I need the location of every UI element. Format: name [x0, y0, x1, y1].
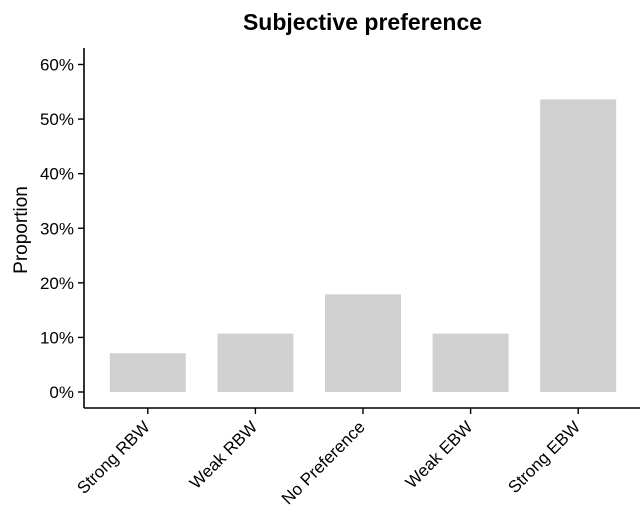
- x-axis-ticks: Strong RBW Weak RBW No Preference Weak EBW S…: [73, 408, 584, 508]
- y-tick-label: 20%: [40, 274, 74, 293]
- x-tick-label: Weak RBW: [186, 417, 261, 492]
- x-tick-label: Weak EBW: [402, 417, 477, 492]
- y-axis-label: Proportion: [11, 186, 32, 274]
- plot-area: [109, 99, 617, 392]
- y-tick-label: 40%: [40, 165, 74, 184]
- y-tick-label: 30%: [40, 219, 74, 238]
- x-tick-label: Strong EBW: [504, 417, 584, 497]
- bar-weak-ebw: [432, 333, 509, 392]
- y-tick-label: 50%: [40, 110, 74, 129]
- y-tick-label: 60%: [40, 56, 74, 75]
- y-axis-ticks: 0% 10% 20% 30% 40% 50% 60%: [40, 56, 84, 402]
- y-tick-label: 0%: [49, 383, 74, 402]
- bar-no-preference: [325, 294, 401, 392]
- x-tick-label: No Preference: [278, 417, 369, 508]
- y-tick-label: 10%: [40, 328, 74, 347]
- chart-title: Subjective preference: [242, 9, 483, 35]
- bar-strong-rbw: [109, 353, 186, 392]
- x-tick-label: Strong RBW: [73, 417, 153, 497]
- bar-weak-rbw: [217, 333, 294, 392]
- bar-strong-ebw: [540, 99, 617, 392]
